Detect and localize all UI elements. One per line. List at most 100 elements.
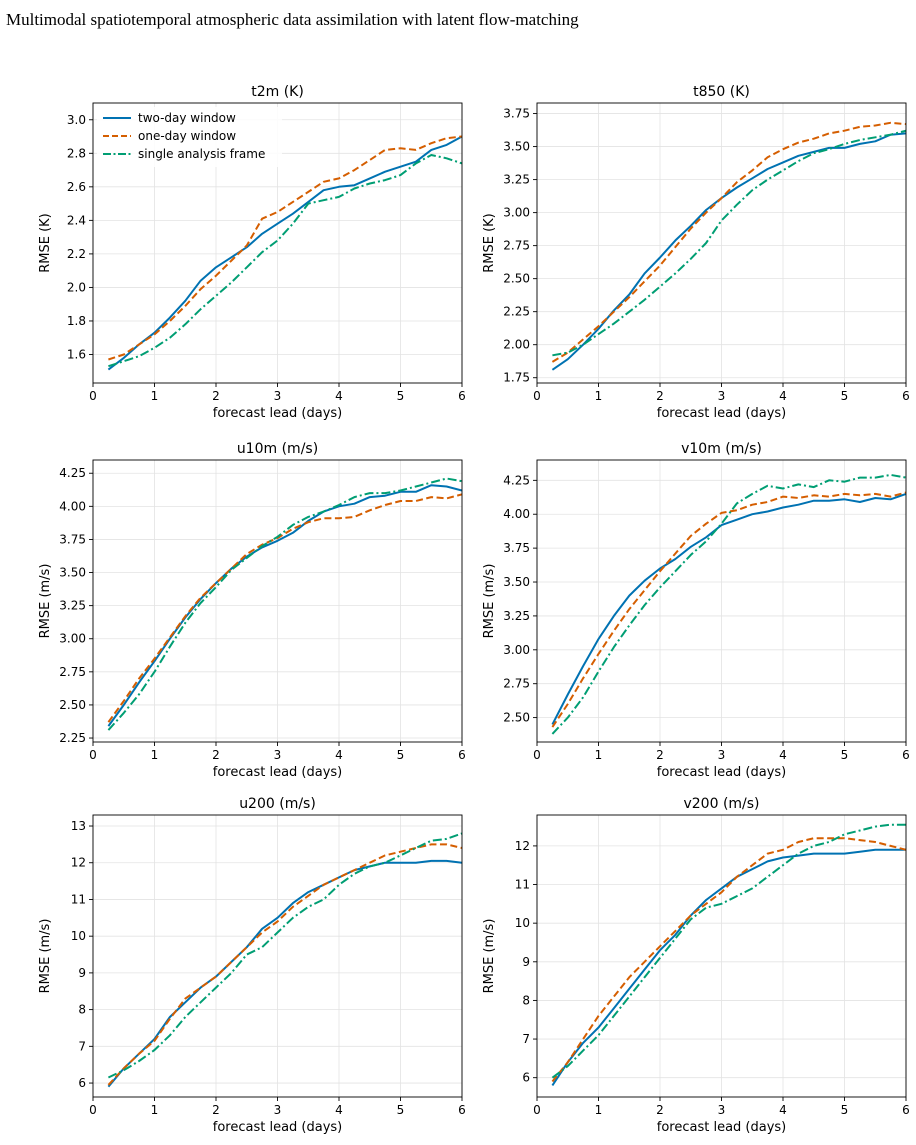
x-tick-label: 1 (595, 748, 603, 762)
x-tick-label: 5 (397, 389, 405, 403)
x-tick-label: 6 (458, 389, 466, 403)
series-line-two-day-window (107, 859, 462, 1088)
y-tick-label: 8 (522, 993, 530, 1007)
y-tick-label: 3.75 (503, 541, 530, 555)
series-line-single-analysis-frame (107, 832, 462, 1079)
x-tick-label: 1 (151, 748, 159, 762)
y-tick-label: 10 (71, 929, 86, 943)
y-tick-label: 3.50 (503, 140, 530, 154)
y-tick-label: 2.50 (503, 711, 530, 725)
x-tick-label: 4 (335, 748, 343, 762)
x-tick-label: 6 (458, 1103, 466, 1117)
y-tick-label: 4.00 (59, 499, 86, 513)
series-line-one-day-window (108, 135, 462, 361)
series-line-one-day-window (551, 837, 906, 1083)
x-tick-label: 3 (718, 748, 726, 762)
y-tick-label: 2.75 (59, 665, 86, 679)
x-tick-label: 0 (89, 748, 97, 762)
y-tick-label: 4.25 (59, 466, 86, 480)
series-line-single-analysis-frame (551, 823, 906, 1079)
y-tick-label: 2.75 (503, 239, 530, 253)
x-tick-label: 4 (335, 389, 343, 403)
y-tick-label: 2.6 (67, 180, 86, 194)
y-tick-label: 12 (71, 856, 86, 870)
paper-running-title: Multimodal spatiotemporal atmospheric da… (6, 10, 579, 29)
series-line-single-analysis-frame (107, 477, 462, 731)
y-tick-label: 2.25 (59, 731, 86, 745)
x-tick-label: 1 (151, 389, 159, 403)
chart-panel-1: 0 1 2 3 4 5 6 1.6 1.8 2.0 2.2 2.4 2.6 2.8 3.0 t2m (K) fo… (38, 84, 466, 421)
legend-label-single-analysis-frame: single analysis frame (138, 147, 265, 161)
x-tick-label: 0 (533, 748, 541, 762)
x-tick-label: 5 (397, 1103, 405, 1117)
x-tick-label: 5 (397, 748, 405, 762)
y-axis-label: RMSE (m/s) (482, 919, 497, 994)
y-tick-label: 2.00 (503, 338, 530, 352)
y-tick-label: 9 (78, 966, 86, 980)
y-tick-label: 3.25 (59, 599, 86, 613)
chart-title: v10m (m/s) (681, 441, 762, 457)
series-line-two-day-window (551, 132, 906, 371)
x-tick-label: 5 (841, 1103, 849, 1117)
legend-label-one-day-window: one-day window (138, 129, 236, 143)
series-line-single-analysis-frame (108, 154, 462, 368)
legend: two-day window one-day window single analy… (97, 107, 282, 167)
chart-panel-3: 0 1 2 3 4 5 6 2.25 2.50 2.75 3.00 3.25 3.50 3.75 4.00 4… (38, 441, 466, 780)
y-tick-label: 6 (522, 1071, 530, 1085)
x-tick-label: 1 (595, 1103, 603, 1117)
series-line-one-day-window (551, 121, 906, 363)
y-tick-label: 3.75 (59, 532, 86, 546)
y-tick-label: 2.75 (503, 677, 530, 691)
x-tick-label: 0 (533, 1103, 541, 1117)
x-tick-label: 4 (779, 748, 787, 762)
y-tick-label: 2.4 (67, 213, 86, 227)
series-line-one-day-window (107, 493, 462, 723)
x-tick-label: 6 (902, 748, 910, 762)
x-axis-label: forecast lead (days) (213, 1120, 343, 1135)
chart-title: t2m (K) (251, 84, 304, 100)
y-tick-label: 3.25 (503, 609, 530, 623)
page-header: Multimodal spatiotemporal atmospheric da… (0, 0, 916, 60)
x-tick-label: 4 (335, 1103, 343, 1117)
series-line-one-day-window (551, 491, 906, 728)
x-tick-label: 2 (212, 1103, 220, 1117)
chart-title: u10m (m/s) (237, 441, 318, 457)
y-tick-label: 1.6 (67, 347, 86, 361)
y-axis-label: RMSE (m/s) (482, 564, 497, 639)
y-tick-label: 3.25 (503, 173, 530, 187)
y-tick-label: 1.75 (503, 371, 530, 385)
y-axis-label: RMSE (K) (38, 213, 53, 273)
y-tick-label: 1.8 (67, 314, 86, 328)
x-axis-label: forecast lead (days) (657, 406, 787, 421)
series-line-two-day-window (551, 492, 906, 725)
y-tick-label: 2.0 (67, 280, 86, 294)
y-axis-label: RMSE (K) (482, 213, 497, 273)
x-axis-label: forecast lead (days) (657, 1120, 787, 1135)
chart-title: v200 (m/s) (683, 796, 759, 812)
y-tick-label: 13 (71, 819, 86, 833)
y-tick-label: 3.0 (67, 113, 86, 127)
x-tick-label: 2 (212, 389, 220, 403)
x-tick-label: 2 (656, 748, 664, 762)
y-axis-label: RMSE (m/s) (38, 919, 53, 994)
y-tick-label: 2.8 (67, 146, 86, 160)
x-tick-label: 3 (718, 1103, 726, 1117)
y-tick-label: 3.75 (503, 107, 530, 121)
y-tick-label: 8 (78, 1003, 86, 1017)
series-line-single-analysis-frame (551, 473, 906, 735)
x-axis-label: forecast lead (days) (213, 406, 343, 421)
x-tick-label: 4 (779, 1103, 787, 1117)
chart-title: u200 (m/s) (239, 796, 316, 812)
x-tick-label: 2 (656, 389, 664, 403)
x-tick-label: 2 (212, 748, 220, 762)
y-tick-label: 12 (515, 839, 530, 853)
y-tick-label: 11 (71, 892, 86, 906)
y-tick-label: 2.25 (503, 305, 530, 319)
x-tick-label: 1 (151, 1103, 159, 1117)
y-tick-label: 9 (522, 955, 530, 969)
y-tick-label: 3.00 (59, 632, 86, 646)
x-tick-label: 0 (89, 1103, 97, 1117)
y-tick-label: 3.50 (503, 575, 530, 589)
